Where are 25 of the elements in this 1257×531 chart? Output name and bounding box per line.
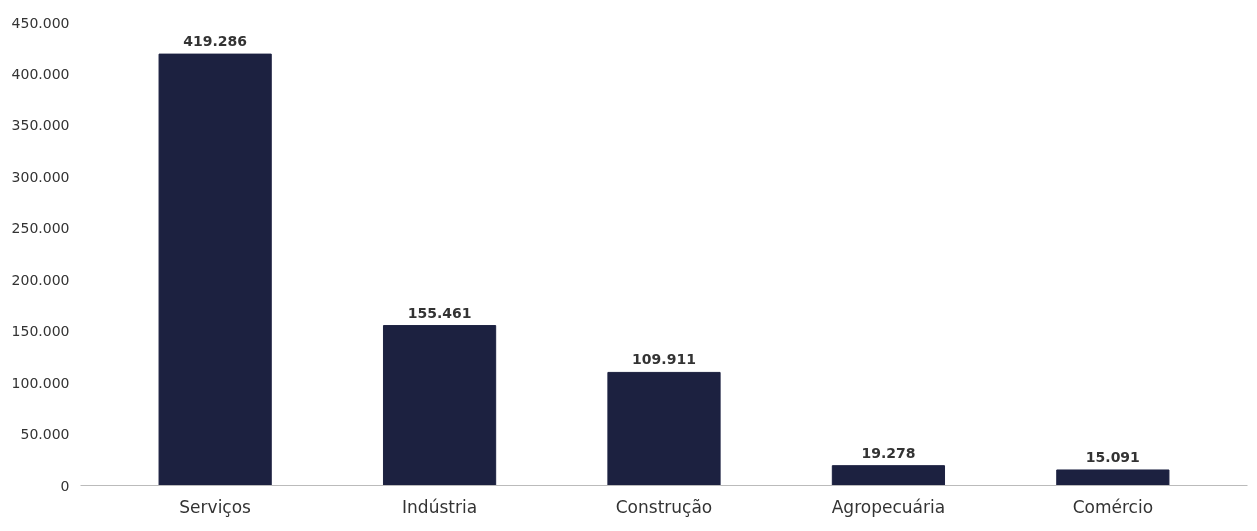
y-tick-label: 250.000 <box>11 220 70 237</box>
bar <box>1056 469 1170 486</box>
x-tick-label: Comércio <box>1072 496 1154 517</box>
y-tick-label: 400.000 <box>11 65 70 82</box>
data-label: 109.911 <box>632 351 696 368</box>
y-tick-label: 200.000 <box>11 271 70 288</box>
bar <box>382 325 497 486</box>
y-tick-label: 450.000 <box>11 14 70 31</box>
data-label: 419.286 <box>183 33 248 50</box>
bar <box>831 465 946 486</box>
x-tick-label: Construção <box>615 496 713 517</box>
y-tick-label: 150.000 <box>11 323 70 340</box>
y-tick-label: 300.000 <box>11 168 70 185</box>
x-tick-label: Agropecuária <box>831 496 946 517</box>
x-tick-label: Indústria <box>402 496 478 517</box>
y-tick-label: 350.000 <box>11 117 70 134</box>
y-tick-label: 50.000 <box>20 426 70 443</box>
data-label: 19.278 <box>861 444 916 461</box>
y-tick-label: 100.000 <box>11 374 70 391</box>
data-label: 155.461 <box>407 304 472 321</box>
data-label: 15.091 <box>1085 448 1140 465</box>
x-tick-label: Serviços <box>179 496 252 517</box>
y-tick-label: 0 <box>60 477 70 494</box>
bar <box>158 53 272 486</box>
bar <box>607 371 721 486</box>
